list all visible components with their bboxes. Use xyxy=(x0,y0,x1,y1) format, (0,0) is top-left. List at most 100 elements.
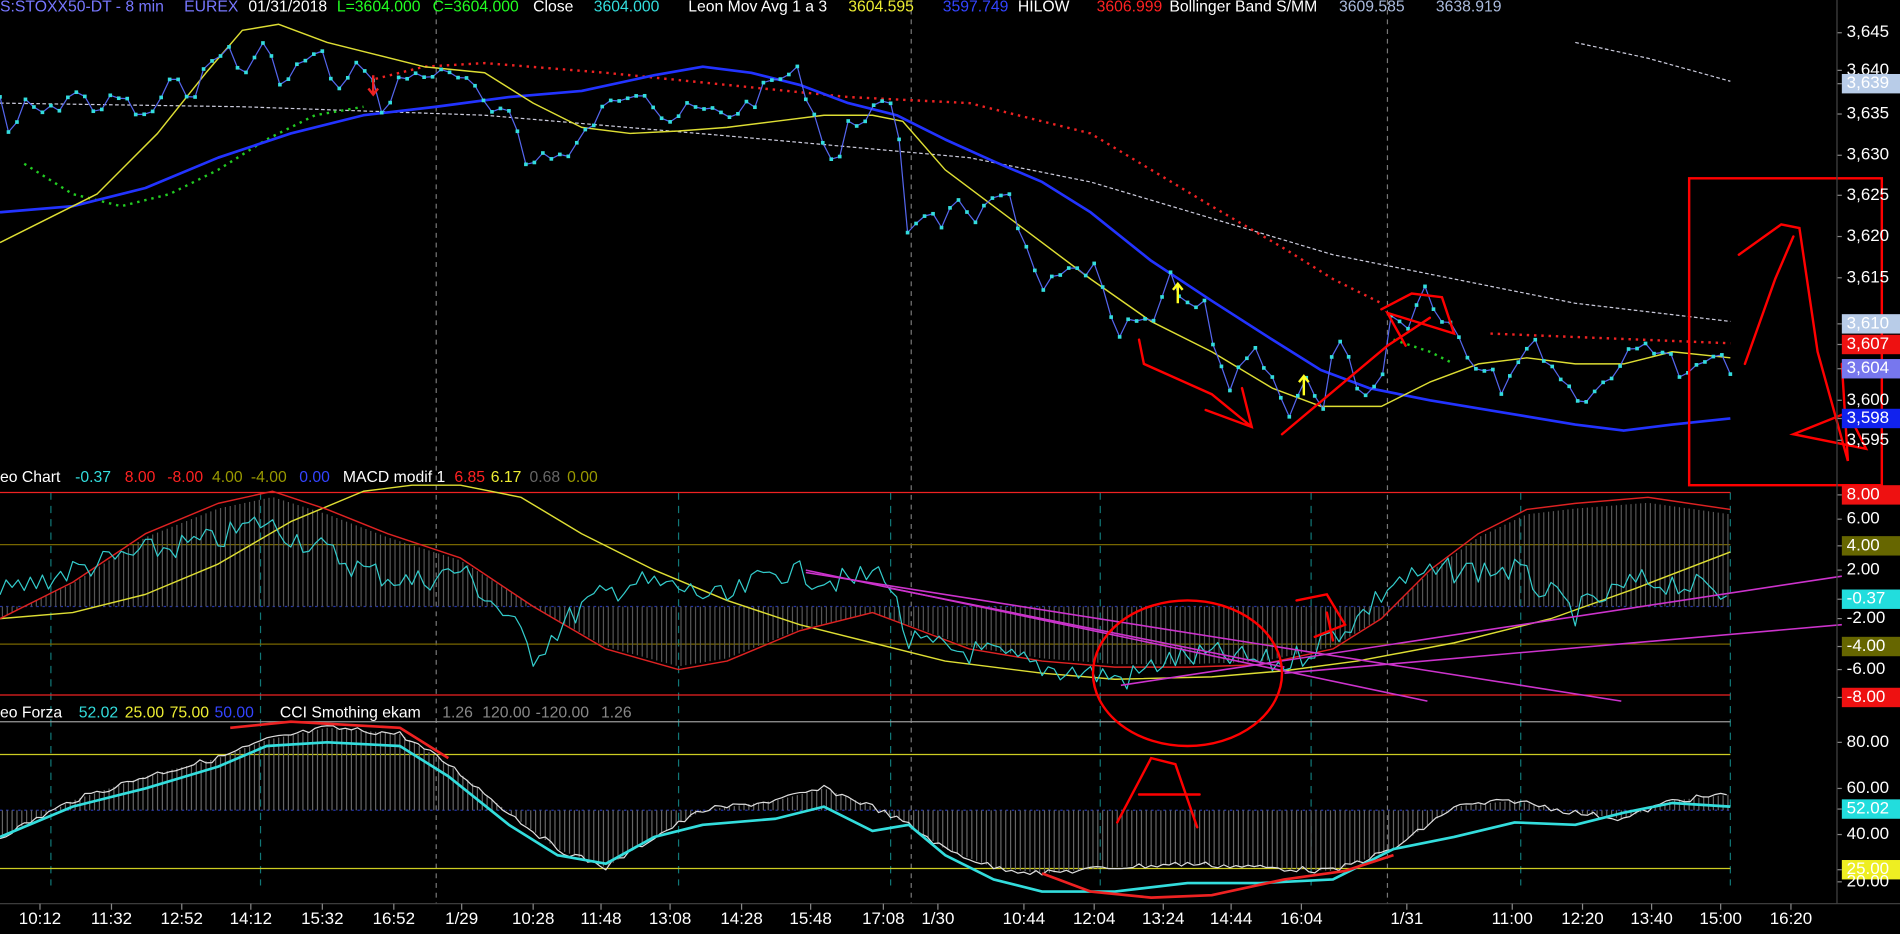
close-dot xyxy=(990,196,995,200)
close-dot xyxy=(1024,244,1029,249)
close-dot xyxy=(1346,355,1351,359)
time-label: 12:52 xyxy=(161,909,203,928)
header-label: EUREX xyxy=(184,0,239,15)
close-dot xyxy=(761,80,766,85)
close-dot xyxy=(541,151,545,155)
signal-arrow xyxy=(367,75,380,97)
close-dot xyxy=(795,64,800,69)
close-dot xyxy=(1728,372,1733,376)
close-dot xyxy=(973,220,978,225)
badge-label: 3,604 xyxy=(1847,358,1889,377)
close-dot xyxy=(74,90,79,95)
close-dot xyxy=(1372,384,1376,389)
cci-header-label: 25.00 xyxy=(125,704,165,721)
close-dot xyxy=(914,221,918,226)
close-dot xyxy=(193,95,197,99)
value-badge xyxy=(1841,860,1900,880)
time-label: 13:24 xyxy=(1142,909,1184,928)
header-label: 3638.919 xyxy=(1436,0,1502,15)
macd-cyan xyxy=(0,516,1728,690)
cci-header-label: 50.00 xyxy=(214,704,254,721)
close-dot xyxy=(1618,364,1622,368)
macd-header-label: 6.85 xyxy=(454,469,485,486)
close-dot xyxy=(184,94,189,99)
close-dot xyxy=(1117,335,1122,339)
axis-label: 3,635 xyxy=(1847,103,1889,122)
close-dot xyxy=(218,54,223,58)
close-dot xyxy=(1550,364,1555,369)
annotation xyxy=(1280,292,1456,436)
close-dot xyxy=(1660,350,1665,355)
close-dot xyxy=(1720,353,1724,357)
close-dot xyxy=(1592,389,1597,394)
close-dot xyxy=(939,225,944,230)
time-label: 10:28 xyxy=(512,909,554,928)
value-badge xyxy=(1841,636,1900,657)
close-dot xyxy=(1329,355,1334,359)
cci-header-label: eo Forza xyxy=(0,704,62,721)
badge-label: -8.00 xyxy=(1847,687,1886,706)
time-label: 15:00 xyxy=(1699,909,1741,928)
close-dot xyxy=(1363,393,1368,398)
header-label: C=3604.000 xyxy=(433,0,519,15)
cci-white xyxy=(0,725,1727,876)
badge-label: 3,639 xyxy=(1847,73,1889,92)
signal-arrow xyxy=(1298,374,1310,396)
close-dot xyxy=(1236,365,1241,370)
close-dot xyxy=(49,103,53,108)
time-label: 10:12 xyxy=(19,909,61,928)
header-label: 3606.999 xyxy=(1097,0,1163,15)
close-dot xyxy=(871,103,876,107)
close-dot xyxy=(880,99,884,103)
close-dot xyxy=(1584,400,1588,404)
close-dot xyxy=(1355,386,1359,391)
close-dot xyxy=(278,82,282,87)
close-dot xyxy=(498,106,503,111)
cci-header-label: 120.00 xyxy=(482,704,530,721)
axis-label: 3,620 xyxy=(1847,226,1889,245)
header-label: Close xyxy=(533,0,573,15)
close-dot xyxy=(1541,359,1546,363)
close-dot xyxy=(659,116,664,121)
value-badge xyxy=(1841,334,1900,355)
close-dot xyxy=(1321,407,1326,411)
macd-header-label: 0.00 xyxy=(299,469,330,486)
header-label: 3604.000 xyxy=(594,0,660,15)
close-dot xyxy=(863,119,867,124)
close-dot xyxy=(1567,384,1572,389)
axis-label: 20.00 xyxy=(1847,871,1889,890)
time-label: 1/31 xyxy=(1390,909,1423,928)
time-label: 12:20 xyxy=(1561,909,1603,928)
close-dot xyxy=(888,101,893,106)
time-label: 12:04 xyxy=(1073,909,1115,928)
close-dot xyxy=(23,97,28,102)
macd-header-label: -0.37 xyxy=(75,469,111,486)
close-dot xyxy=(753,105,757,110)
macd-header-label: 8.00 xyxy=(125,469,156,486)
close-dot xyxy=(1151,318,1156,323)
close-dot xyxy=(1100,285,1105,289)
close-dot xyxy=(1380,372,1385,377)
close-dot xyxy=(787,72,791,77)
close-dot xyxy=(1219,364,1224,369)
close-dot xyxy=(1312,394,1317,398)
value-badge xyxy=(1841,687,1900,708)
time-label: 13:40 xyxy=(1630,909,1672,928)
close-dot xyxy=(719,110,723,115)
close-dot xyxy=(922,214,927,218)
close-dot xyxy=(1092,261,1097,266)
close-dot xyxy=(439,67,443,72)
header-label: S:STOXX50-DT - 8 min xyxy=(0,0,164,15)
close-dot xyxy=(83,94,87,99)
time-label: 16:52 xyxy=(373,909,415,928)
close-dot xyxy=(1643,341,1648,346)
close-dot xyxy=(1049,274,1054,279)
close-dot xyxy=(388,100,392,105)
annotation xyxy=(1789,410,1869,451)
close-dot xyxy=(837,154,842,159)
header-label: 3609.585 xyxy=(1339,0,1405,15)
badge-label: 4.00 xyxy=(1847,535,1880,554)
close-dot xyxy=(473,83,477,88)
close-dot xyxy=(464,76,469,80)
